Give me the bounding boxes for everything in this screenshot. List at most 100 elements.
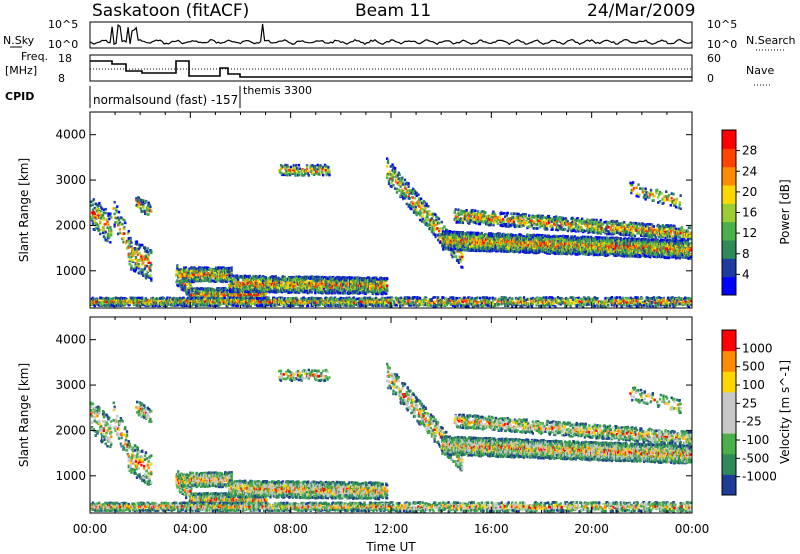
echo-cell — [91, 222, 95, 225]
echo-cell — [360, 277, 364, 280]
echo-cell — [280, 282, 284, 285]
echo-cell — [451, 255, 454, 259]
echo-cell — [135, 197, 138, 200]
echo-cell — [422, 221, 425, 224]
echo-cell — [124, 221, 127, 225]
echo-cell — [130, 245, 133, 249]
echo-cell — [96, 209, 99, 213]
echo-cell — [90, 219, 94, 222]
echo-cell — [117, 210, 121, 214]
echo-cell — [262, 294, 266, 297]
cpid-mode-themis: themis 3300 — [243, 84, 312, 97]
echo-cell — [410, 204, 413, 208]
echo-cell — [181, 283, 184, 287]
echo-cell — [132, 254, 135, 257]
echo-cell — [140, 259, 143, 263]
echo-cell — [415, 194, 418, 197]
echo-cell — [401, 191, 404, 195]
echo-cell — [147, 269, 150, 272]
echo-cell — [437, 238, 440, 242]
echo-cell — [429, 223, 432, 227]
echo-cell — [132, 247, 135, 250]
echo-cell — [351, 276, 354, 280]
echo-cell — [317, 284, 320, 288]
echo-cell — [407, 182, 410, 185]
echo-cell — [135, 259, 139, 262]
freq-label-line2: [MHz] — [5, 64, 37, 77]
nsky-panel-frame — [89, 21, 693, 49]
echo-cell — [115, 207, 118, 210]
echo-cell — [214, 273, 217, 277]
echo-cell — [305, 289, 308, 293]
echo-cell — [284, 284, 287, 288]
echo-cell — [248, 274, 251, 278]
echo-cell — [264, 292, 267, 296]
echo-cell — [331, 283, 334, 286]
echo-cell — [96, 216, 99, 219]
echo-cell — [425, 222, 428, 225]
echo-cell — [128, 262, 131, 266]
echo-cell — [208, 287, 211, 290]
echo-cell — [273, 278, 276, 282]
echo-cell — [230, 282, 233, 285]
echo-cell — [402, 196, 405, 200]
echo-cell — [298, 275, 302, 279]
echo-cell — [236, 289, 240, 293]
echo-cell — [145, 264, 148, 268]
echo-cell — [209, 271, 212, 275]
echo-cell — [149, 274, 152, 278]
echo-cell — [125, 241, 128, 245]
echo-cell — [276, 286, 279, 289]
station-title: Saskatoon (fitACF) — [92, 1, 249, 21]
echo-cell — [376, 278, 379, 281]
echo-cell — [258, 275, 261, 278]
echo-cell — [439, 241, 442, 244]
echo-cell — [136, 253, 139, 256]
echo-cell — [401, 194, 404, 198]
echo-cell — [421, 214, 425, 218]
echo-cell — [269, 287, 272, 290]
echo-cell — [204, 276, 207, 280]
echo-cell — [353, 278, 356, 281]
echo-cell — [311, 279, 314, 282]
echo-cell — [331, 292, 334, 295]
echo-cell — [412, 209, 416, 213]
echo-cell — [99, 220, 102, 224]
echo-cell — [312, 275, 315, 279]
echo-cell — [149, 265, 152, 269]
echo-cell — [127, 246, 130, 249]
echo-cell — [289, 286, 292, 290]
echo-cell — [105, 218, 108, 222]
echo-cell — [240, 291, 243, 294]
echo-cell — [341, 286, 344, 289]
echo-cell — [175, 269, 178, 273]
echo-cell — [414, 211, 417, 215]
echo-cell — [253, 275, 256, 279]
echo-cell — [100, 209, 103, 213]
echo-cell — [348, 286, 351, 289]
echo-cell — [380, 285, 383, 288]
echo-cell — [388, 170, 391, 173]
echo-cell — [430, 217, 434, 220]
echo-cell — [121, 217, 124, 221]
echo-cell — [200, 292, 203, 296]
echo-cell — [420, 204, 424, 207]
echo-cell — [100, 217, 103, 220]
echo-cell — [437, 221, 441, 225]
echo-cell — [392, 172, 395, 175]
echo-cell — [440, 220, 443, 224]
echo-cell — [386, 277, 389, 280]
echo-cell — [254, 290, 258, 293]
echo-cell — [116, 205, 119, 208]
echo-cell — [421, 217, 425, 221]
echo-cell — [135, 240, 139, 243]
echo-cell — [448, 234, 451, 238]
echo-cell — [202, 295, 205, 298]
echo-cell — [413, 192, 417, 196]
echo-cell — [117, 216, 120, 220]
echo-cell — [294, 285, 297, 288]
echo-cell — [405, 202, 408, 206]
echo-cell — [280, 280, 283, 283]
echo-cell — [139, 207, 142, 210]
echo-cell — [218, 277, 222, 281]
